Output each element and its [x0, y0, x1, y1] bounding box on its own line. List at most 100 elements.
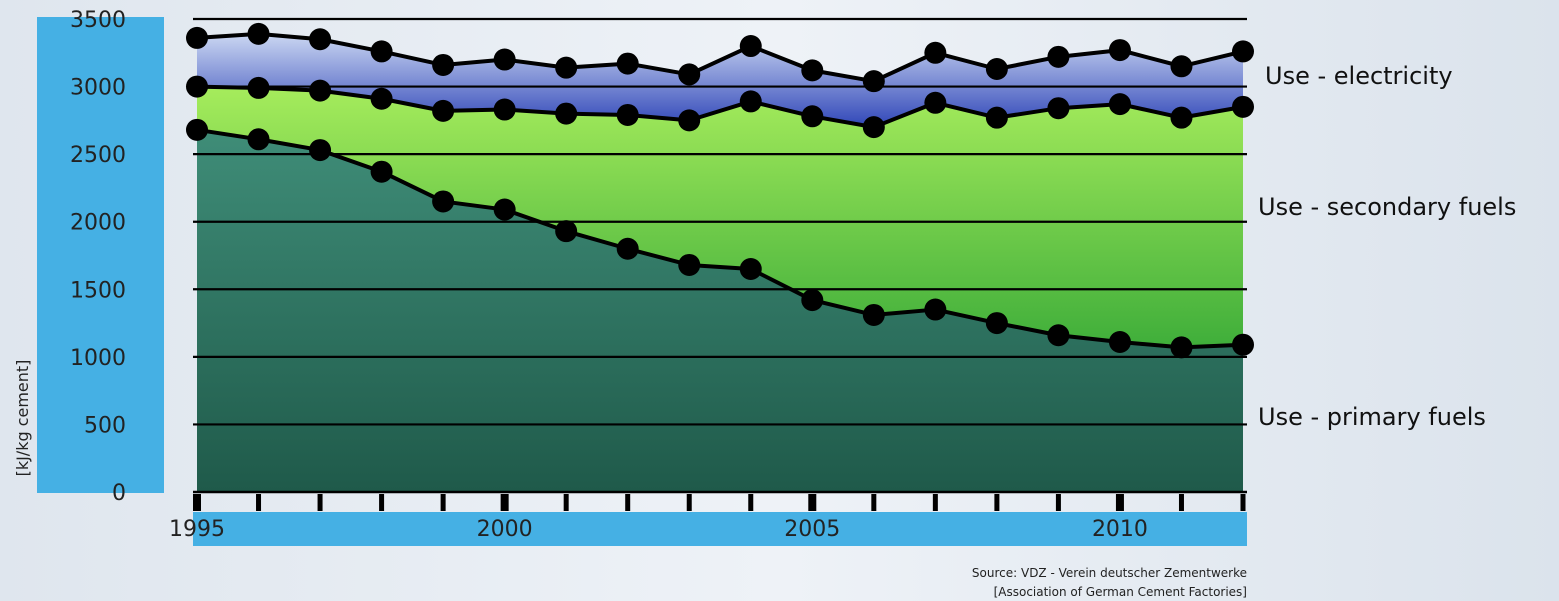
data-point	[186, 118, 208, 141]
source-line-2: [Association of German Cement Factories]	[994, 585, 1247, 599]
data-point	[432, 99, 455, 122]
data-point	[370, 160, 393, 183]
data-point	[678, 63, 701, 86]
source-line-1: Source: VDZ - Verein deutscher Zementwer…	[972, 566, 1247, 580]
x-tick-mark	[1178, 494, 1184, 511]
data-point	[309, 139, 332, 162]
data-point	[493, 98, 516, 121]
data-point	[1170, 106, 1193, 129]
data-point	[1232, 95, 1254, 118]
data-point	[493, 198, 516, 221]
series-label-electricity: Use - electricity	[1265, 62, 1453, 90]
data-point	[1232, 40, 1254, 63]
data-point	[616, 103, 639, 126]
data-point	[555, 220, 578, 243]
data-point	[1108, 93, 1131, 116]
x-tick-label: 2000	[477, 517, 533, 542]
data-point	[616, 237, 639, 260]
x-tick-mark	[1115, 494, 1124, 511]
data-point	[247, 22, 270, 45]
data-point	[739, 258, 762, 281]
areas-layer	[197, 33, 1243, 492]
area-secondary-fuels	[197, 86, 1243, 348]
data-points	[186, 22, 1254, 359]
data-point	[801, 59, 824, 82]
data-point	[555, 102, 578, 125]
x-tick-mark	[256, 494, 262, 511]
area-primary-fuels	[197, 129, 1243, 492]
data-point	[1047, 45, 1070, 68]
data-point	[1170, 336, 1193, 359]
x-tick-mark	[500, 494, 509, 511]
data-point	[370, 87, 393, 110]
data-point	[1170, 55, 1193, 78]
data-point	[801, 289, 824, 312]
data-point	[985, 58, 1008, 81]
y-tick-label: 1000	[70, 346, 126, 371]
x-tick-mark	[871, 494, 877, 511]
x-tick-mark	[379, 494, 385, 511]
data-point	[862, 70, 885, 93]
data-point	[1108, 330, 1131, 353]
data-point	[247, 76, 270, 99]
x-tick-mark	[193, 494, 201, 511]
gridlines	[193, 17, 1247, 494]
x-tick-mark	[625, 494, 631, 511]
x-tick-mark	[440, 494, 446, 511]
data-point	[862, 116, 885, 139]
x-axis-bar	[193, 512, 1247, 546]
data-point	[1232, 333, 1254, 356]
data-point	[739, 35, 762, 58]
data-point	[309, 28, 332, 51]
data-point	[555, 56, 578, 79]
y-tick-label: 3000	[70, 76, 126, 101]
x-tick-label: 2010	[1092, 517, 1148, 542]
x-axis-ticks	[193, 494, 1246, 511]
data-point	[1047, 97, 1070, 120]
data-point	[247, 128, 270, 151]
data-point	[678, 253, 701, 276]
x-tick-label: 2005	[784, 517, 840, 542]
x-tick-mark	[932, 494, 938, 511]
y-axis-label: [kJ/kg cement]	[13, 360, 32, 477]
data-point	[985, 106, 1008, 129]
data-point	[616, 52, 639, 75]
y-tick-label: 2000	[70, 211, 126, 236]
data-point	[370, 40, 393, 63]
data-point	[924, 298, 947, 321]
data-point	[186, 75, 208, 98]
series-label-primary-fuels: Use - primary fuels	[1258, 403, 1486, 431]
x-tick-mark	[563, 494, 569, 511]
data-point	[924, 41, 947, 64]
x-tick-mark	[1055, 494, 1061, 511]
area-electricity	[197, 33, 1243, 128]
y-axis-bar	[37, 17, 164, 493]
data-point	[432, 190, 455, 213]
data-point	[432, 53, 455, 76]
data-point	[309, 79, 332, 102]
y-tick-label: 3500	[70, 8, 126, 33]
data-point	[493, 48, 516, 71]
data-point	[186, 26, 208, 49]
x-tick-mark	[994, 494, 1000, 511]
x-tick-label: 1995	[169, 517, 225, 542]
y-tick-label: 1500	[70, 278, 126, 303]
x-tick-mark	[686, 494, 692, 511]
data-point	[1047, 324, 1070, 347]
data-point	[862, 303, 885, 326]
y-tick-label: 500	[84, 413, 126, 438]
data-point	[678, 109, 701, 132]
data-point	[924, 91, 947, 114]
data-point	[985, 312, 1008, 335]
series-label-secondary-fuels: Use - secondary fuels	[1258, 193, 1516, 221]
y-tick-label: 2500	[70, 143, 126, 168]
x-axis-tick-labels: 1995 2000 2005 2010	[169, 517, 1148, 542]
data-point	[739, 90, 762, 113]
data-point	[1108, 39, 1131, 62]
data-point	[801, 105, 824, 128]
y-tick-label: 0	[112, 481, 126, 506]
x-tick-mark	[1240, 494, 1246, 511]
x-tick-mark	[808, 494, 817, 511]
